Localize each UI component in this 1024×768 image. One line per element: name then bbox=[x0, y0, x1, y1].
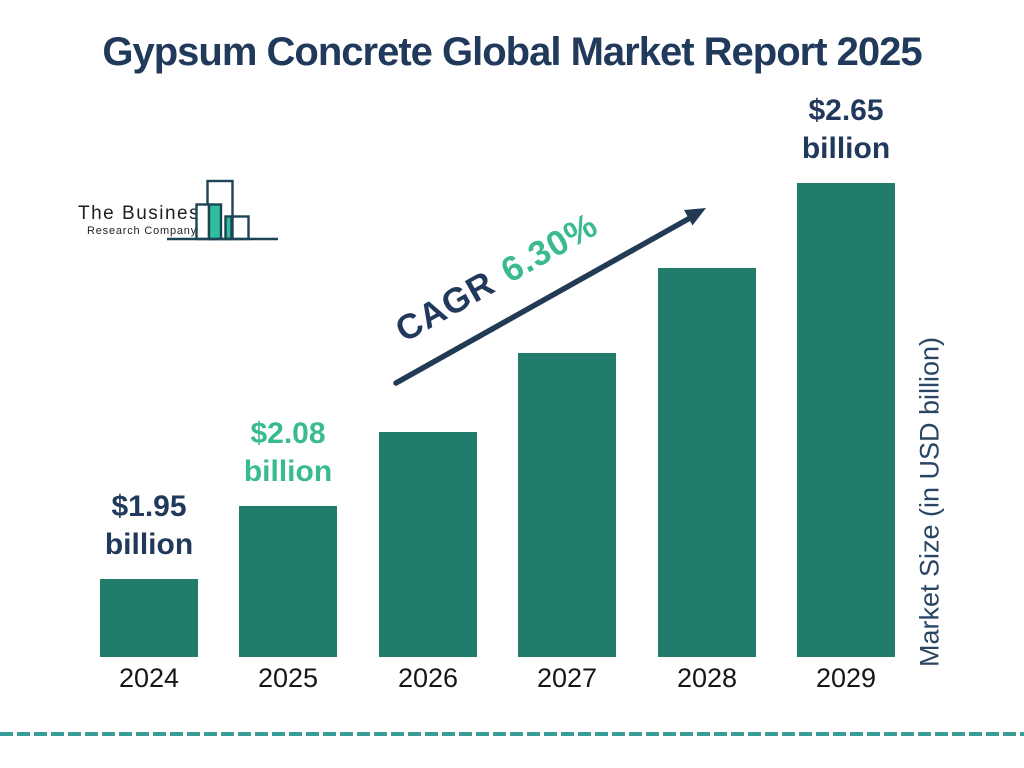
bar-2029 bbox=[797, 183, 895, 657]
value-label-2029: $2.65 billion bbox=[802, 92, 890, 167]
y-axis-label: Market Size (in USD billion) bbox=[914, 336, 945, 668]
bar-2028 bbox=[658, 268, 756, 657]
value-label-line: $2.08 bbox=[250, 417, 326, 450]
cagr-value: 6.30% bbox=[494, 205, 605, 291]
logo-text-line1: The Business bbox=[78, 203, 212, 224]
x-tick-2027: 2027 bbox=[536, 663, 598, 693]
bottom-divider-line bbox=[0, 732, 1024, 736]
page-title: Gypsum Concrete Global Market Report 202… bbox=[102, 30, 922, 74]
logo-text-line2: Research Company bbox=[87, 225, 198, 237]
x-tick-2026: 2026 bbox=[397, 663, 459, 693]
x-tick-2029: 2029 bbox=[815, 663, 877, 693]
bar-2027 bbox=[518, 353, 616, 657]
bar-2026 bbox=[379, 432, 477, 657]
cagr-annotation: CAGR6.30% bbox=[389, 205, 605, 350]
x-tick-2025: 2025 bbox=[257, 663, 319, 693]
bar-2025 bbox=[239, 506, 337, 657]
value-label-line: billion bbox=[104, 527, 194, 561]
cagr-label: CAGR bbox=[389, 263, 502, 350]
bar-2024 bbox=[100, 579, 198, 657]
brand-logo: The Business Research Company bbox=[75, 175, 290, 250]
value-label-2025: $2.08 billion bbox=[244, 415, 332, 490]
logo-bars-icon bbox=[167, 179, 278, 241]
x-tick-2024: 2024 bbox=[118, 663, 180, 693]
value-label-2024: $1.95 billion bbox=[105, 488, 193, 563]
x-tick-2028: 2028 bbox=[676, 663, 738, 693]
value-label-line: billion bbox=[801, 131, 891, 165]
value-label-line: $1.95 bbox=[111, 490, 187, 523]
value-label-line: billion bbox=[243, 454, 333, 488]
value-label-line: $2.65 bbox=[808, 94, 884, 127]
